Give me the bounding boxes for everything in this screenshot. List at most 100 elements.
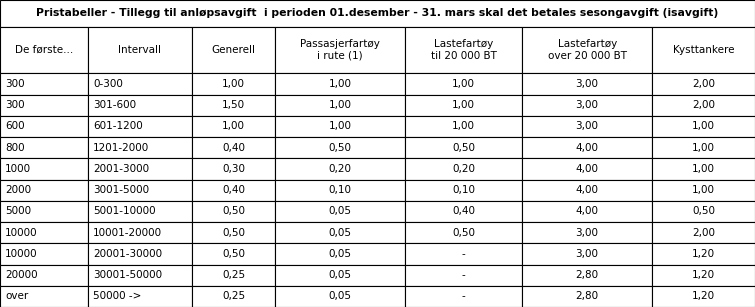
Bar [88, 265, 192, 286]
Bar [405, 243, 522, 265]
Text: 10000: 10000 [5, 249, 38, 259]
Text: 2001-3000: 2001-3000 [93, 164, 149, 174]
Text: 1,00: 1,00 [452, 122, 475, 131]
Bar [522, 222, 652, 243]
Bar [0, 201, 88, 222]
Text: 1,00: 1,00 [692, 185, 715, 195]
Text: 0,10: 0,10 [452, 185, 475, 195]
Text: De første...: De første... [15, 45, 73, 55]
Bar [652, 201, 755, 222]
Bar [192, 95, 276, 116]
Bar [276, 73, 405, 95]
Bar [88, 286, 192, 307]
Bar [88, 116, 192, 137]
Bar [276, 27, 405, 73]
Bar [0, 73, 88, 95]
Text: 0,05: 0,05 [328, 291, 352, 301]
Text: 0,20: 0,20 [328, 164, 352, 174]
Bar [652, 73, 755, 95]
Text: 5000: 5000 [5, 206, 32, 216]
Bar [192, 73, 276, 95]
Text: 2,80: 2,80 [575, 291, 599, 301]
Text: 300: 300 [5, 79, 25, 89]
Bar [276, 137, 405, 158]
Bar [192, 222, 276, 243]
Bar [405, 286, 522, 307]
Bar [276, 158, 405, 180]
Text: 4,00: 4,00 [575, 164, 599, 174]
Text: 0,40: 0,40 [222, 185, 245, 195]
Bar [0, 243, 88, 265]
Bar [0, 95, 88, 116]
Text: 0,50: 0,50 [452, 228, 475, 238]
Text: 1,20: 1,20 [692, 249, 715, 259]
Bar [405, 137, 522, 158]
Bar [522, 201, 652, 222]
Bar [88, 27, 192, 73]
Text: 0,50: 0,50 [692, 206, 715, 216]
Text: 300: 300 [5, 100, 25, 110]
Text: Pristabeller - Tillegg til anløpsavgift  i perioden 01.desember - 31. mars skal : Pristabeller - Tillegg til anløpsavgift … [36, 8, 719, 18]
Bar [405, 116, 522, 137]
Bar [192, 180, 276, 201]
Text: Lastefartøy
til 20 000 BT: Lastefartøy til 20 000 BT [430, 39, 497, 61]
Text: 3001-5000: 3001-5000 [93, 185, 149, 195]
Text: Intervall: Intervall [119, 45, 162, 55]
Text: 1,00: 1,00 [692, 164, 715, 174]
Text: 1201-2000: 1201-2000 [93, 143, 149, 153]
Text: 4,00: 4,00 [575, 185, 599, 195]
Text: 10001-20000: 10001-20000 [93, 228, 162, 238]
Bar [192, 201, 276, 222]
Bar [405, 222, 522, 243]
Bar [276, 286, 405, 307]
Text: 0,40: 0,40 [452, 206, 475, 216]
Text: -: - [462, 249, 465, 259]
Text: 600: 600 [5, 122, 25, 131]
Text: over: over [5, 291, 29, 301]
Text: 301-600: 301-600 [93, 100, 136, 110]
Bar [652, 116, 755, 137]
Text: 601-1200: 601-1200 [93, 122, 143, 131]
Bar [0, 116, 88, 137]
Bar [276, 265, 405, 286]
Text: 4,00: 4,00 [575, 206, 599, 216]
Text: 1,00: 1,00 [222, 79, 245, 89]
Text: 1,20: 1,20 [692, 291, 715, 301]
Bar [276, 95, 405, 116]
Text: 1,00: 1,00 [692, 143, 715, 153]
Bar [192, 116, 276, 137]
Bar [652, 27, 755, 73]
Text: 0,05: 0,05 [328, 206, 352, 216]
Bar [522, 158, 652, 180]
Text: 2,00: 2,00 [692, 79, 715, 89]
Text: 1,00: 1,00 [452, 100, 475, 110]
Bar [652, 158, 755, 180]
Bar [0, 286, 88, 307]
Bar [652, 265, 755, 286]
Bar [88, 180, 192, 201]
Bar [88, 201, 192, 222]
Bar [522, 265, 652, 286]
Text: 0,20: 0,20 [452, 164, 475, 174]
Text: 1,00: 1,00 [328, 122, 352, 131]
Bar [192, 158, 276, 180]
Text: Kysttankere: Kysttankere [673, 45, 734, 55]
Text: 10000: 10000 [5, 228, 38, 238]
Text: 0,05: 0,05 [328, 270, 352, 280]
Bar [0, 27, 88, 73]
Text: 0,50: 0,50 [328, 143, 352, 153]
Text: Lastefartøy
over 20 000 BT: Lastefartøy over 20 000 BT [547, 39, 627, 61]
Bar [0, 265, 88, 286]
Bar [0, 137, 88, 158]
Text: 3,00: 3,00 [575, 122, 599, 131]
Bar [276, 180, 405, 201]
Text: 0,50: 0,50 [222, 249, 245, 259]
Bar [522, 27, 652, 73]
Bar [276, 222, 405, 243]
Text: 3,00: 3,00 [575, 100, 599, 110]
Text: Passasjerfartøy
i rute (1): Passasjerfartøy i rute (1) [300, 39, 380, 61]
Text: 50000 ->: 50000 -> [93, 291, 141, 301]
Text: 3,00: 3,00 [575, 79, 599, 89]
Text: 1000: 1000 [5, 164, 32, 174]
Text: 0,50: 0,50 [452, 143, 475, 153]
